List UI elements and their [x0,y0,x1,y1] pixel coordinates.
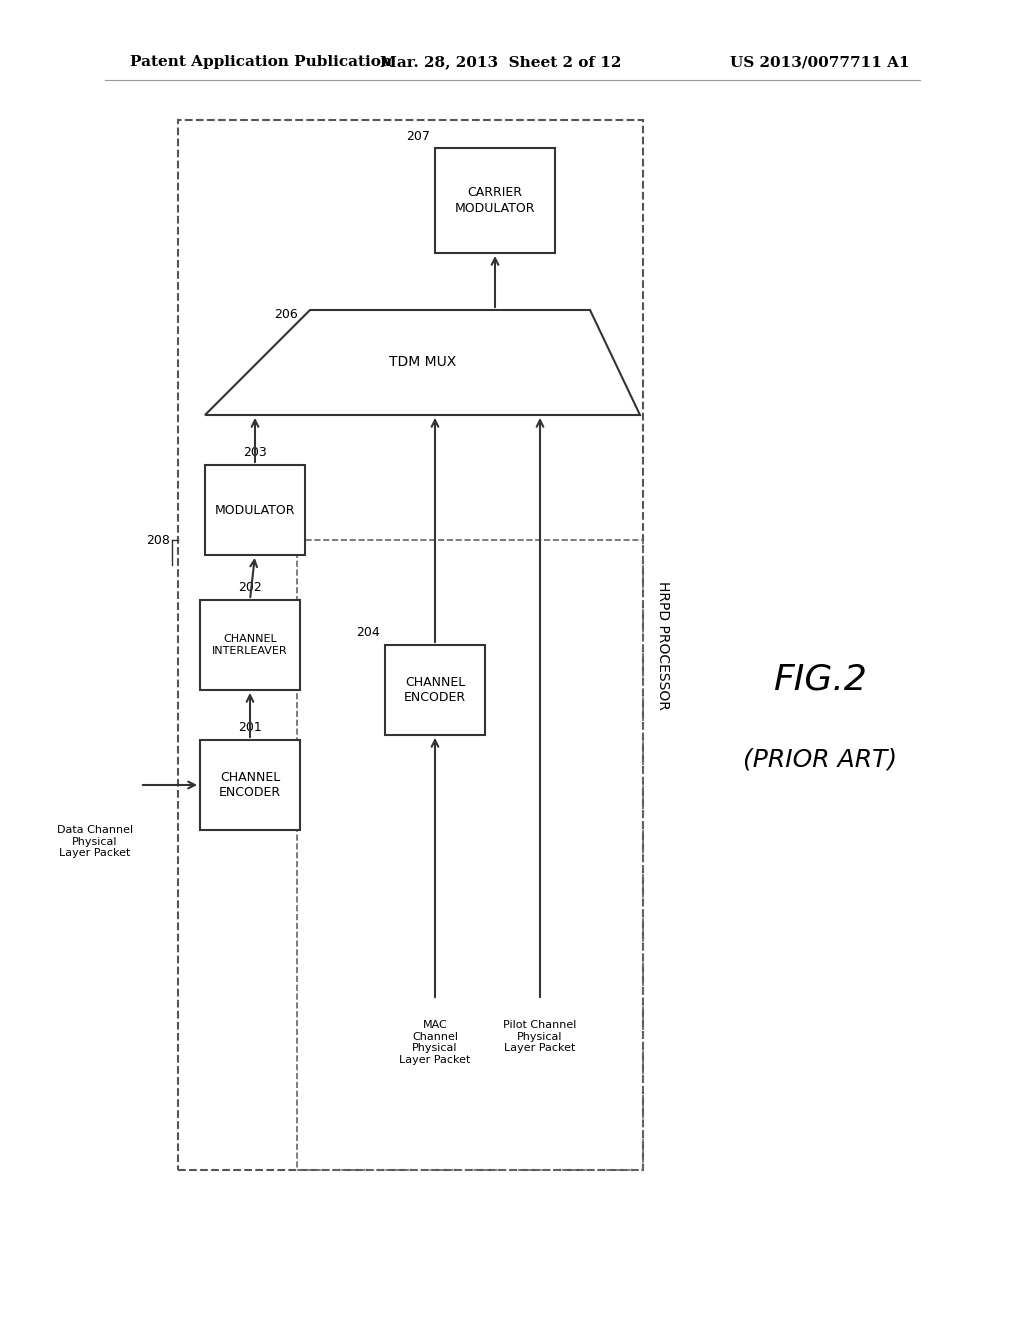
Text: US 2013/0077711 A1: US 2013/0077711 A1 [730,55,909,69]
Text: CARRIER
MODULATOR: CARRIER MODULATOR [455,186,536,214]
Text: Pilot Channel
Physical
Layer Packet: Pilot Channel Physical Layer Packet [504,1020,577,1053]
Text: TDM MUX: TDM MUX [389,355,456,370]
Text: FIG.2: FIG.2 [773,663,867,697]
Text: HRPD PROCESSOR: HRPD PROCESSOR [656,581,670,709]
Text: 206: 206 [274,309,298,322]
Bar [178,120,643,1170]
Text: MODULATOR: MODULATOR [215,503,295,516]
Text: CHANNEL
ENCODER: CHANNEL ENCODER [403,676,466,704]
Bar [200,741,300,830]
Bar [385,645,485,735]
Text: MAC
Channel
Physical
Layer Packet: MAC Channel Physical Layer Packet [399,1020,471,1065]
Text: 202: 202 [239,581,262,594]
Polygon shape [205,310,640,414]
Text: Mar. 28, 2013  Sheet 2 of 12: Mar. 28, 2013 Sheet 2 of 12 [380,55,622,69]
Text: CHANNEL
INTERLEAVER: CHANNEL INTERLEAVER [212,634,288,656]
Bar [297,540,643,1170]
Text: 207: 207 [407,129,430,143]
Text: 204: 204 [356,626,380,639]
Bar [205,465,305,554]
Text: 208: 208 [146,533,170,546]
Text: 203: 203 [243,446,267,459]
Text: (PRIOR ART): (PRIOR ART) [743,748,897,772]
Text: 201: 201 [239,721,262,734]
Bar [200,601,300,690]
Text: Data Channel
Physical
Layer Packet: Data Channel Physical Layer Packet [57,825,133,858]
Text: CHANNEL
ENCODER: CHANNEL ENCODER [219,771,281,799]
Text: Patent Application Publication: Patent Application Publication [130,55,392,69]
Bar [435,148,555,253]
